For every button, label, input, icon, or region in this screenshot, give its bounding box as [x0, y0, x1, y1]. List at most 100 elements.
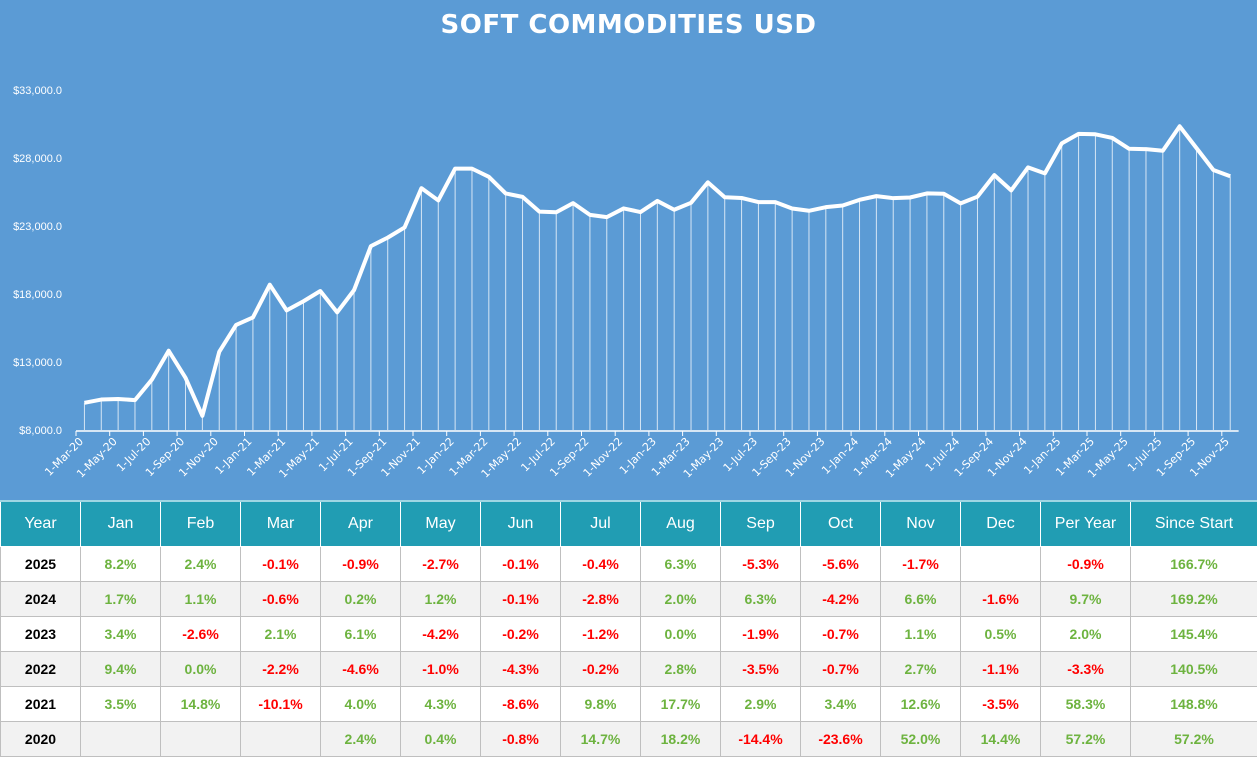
return-cell: 17.7%: [641, 687, 721, 722]
y-tick-label: $8,000.0: [19, 425, 62, 437]
return-cell: 6.1%: [321, 617, 401, 652]
return-cell: 2.7%: [881, 652, 961, 687]
return-cell: -10.1%: [241, 687, 321, 722]
return-cell: 14.8%: [161, 687, 241, 722]
year-cell: 2025: [1, 547, 81, 582]
return-cell: -0.7%: [801, 617, 881, 652]
return-cell: 2.0%: [1041, 617, 1131, 652]
return-cell: 9.7%: [1041, 582, 1131, 617]
return-cell: 6.3%: [641, 547, 721, 582]
return-cell: -0.2%: [561, 652, 641, 687]
chart-area: $8,000.0 $13,000.0 $18,000.0 $23,000.0 $28,0…: [0, 0, 1257, 500]
return-cell: 57.2%: [1131, 722, 1257, 757]
return-cell: 4.0%: [321, 687, 401, 722]
return-cell: 0.0%: [161, 652, 241, 687]
return-cell: 2.0%: [641, 582, 721, 617]
column-header: Sep: [721, 501, 801, 547]
return-cell: 2.1%: [241, 617, 321, 652]
return-cell: 8.2%: [81, 547, 161, 582]
return-cell: 2.4%: [321, 722, 401, 757]
return-cell: -4.2%: [801, 582, 881, 617]
y-tick-label: $13,000.0: [13, 357, 62, 369]
column-header: Year: [1, 501, 81, 547]
return-cell: 14.7%: [561, 722, 641, 757]
y-tick-label: $28,000.0: [13, 153, 62, 165]
return-cell: [161, 722, 241, 757]
return-cell: -0.1%: [481, 547, 561, 582]
return-cell: -1.2%: [561, 617, 641, 652]
return-cell: -3.3%: [1041, 652, 1131, 687]
return-cell: -5.6%: [801, 547, 881, 582]
return-cell: 140.5%: [1131, 652, 1257, 687]
return-cell: 166.7%: [1131, 547, 1257, 582]
y-tick-label: $23,000.0: [13, 221, 62, 233]
return-cell: 3.4%: [801, 687, 881, 722]
return-cell: -0.1%: [481, 582, 561, 617]
return-cell: -4.6%: [321, 652, 401, 687]
return-cell: 2.4%: [161, 547, 241, 582]
return-cell: [241, 722, 321, 757]
return-cell: 4.3%: [401, 687, 481, 722]
return-cell: -1.7%: [881, 547, 961, 582]
column-header: Oct: [801, 501, 881, 547]
return-cell: [81, 722, 161, 757]
return-cell: -0.9%: [321, 547, 401, 582]
return-cell: -2.7%: [401, 547, 481, 582]
y-tick-label: $33,000.0: [13, 85, 62, 97]
return-cell: -3.5%: [721, 652, 801, 687]
column-header: May: [401, 501, 481, 547]
return-cell: -0.7%: [801, 652, 881, 687]
column-header: Since Start: [1131, 501, 1257, 547]
return-cell: 1.2%: [401, 582, 481, 617]
return-cell: -2.2%: [241, 652, 321, 687]
y-tick-label: $18,000.0: [13, 289, 62, 301]
column-header: Nov: [881, 501, 961, 547]
return-cell: -0.8%: [481, 722, 561, 757]
return-cell: 0.5%: [961, 617, 1041, 652]
column-header: Per Year: [1041, 501, 1131, 547]
year-cell: 2024: [1, 582, 81, 617]
return-cell: -0.4%: [561, 547, 641, 582]
return-cell: 57.2%: [1041, 722, 1131, 757]
return-cell: -1.0%: [401, 652, 481, 687]
return-cell: [961, 547, 1041, 582]
return-cell: 1.1%: [881, 617, 961, 652]
column-header: Jan: [81, 501, 161, 547]
year-cell: 2022: [1, 652, 81, 687]
chart-title: SOFT COMMODITIES USD: [0, 10, 1257, 40]
return-cell: 1.1%: [161, 582, 241, 617]
return-cell: 1.7%: [81, 582, 161, 617]
year-cell: 2020: [1, 722, 81, 757]
return-cell: -1.9%: [721, 617, 801, 652]
year-cell: 2023: [1, 617, 81, 652]
return-cell: -0.6%: [241, 582, 321, 617]
return-cell: -0.2%: [481, 617, 561, 652]
return-cell: 0.0%: [641, 617, 721, 652]
return-cell: 3.4%: [81, 617, 161, 652]
return-cell: 14.4%: [961, 722, 1041, 757]
column-header: Jun: [481, 501, 561, 547]
return-cell: 18.2%: [641, 722, 721, 757]
return-cell: -3.5%: [961, 687, 1041, 722]
return-cell: -4.3%: [481, 652, 561, 687]
return-cell: 0.4%: [401, 722, 481, 757]
column-header: Jul: [561, 501, 641, 547]
return-cell: -1.1%: [961, 652, 1041, 687]
return-cell: 0.2%: [321, 582, 401, 617]
return-cell: 6.6%: [881, 582, 961, 617]
column-header: Dec: [961, 501, 1041, 547]
line-chart: $8,000.0 $13,000.0 $18,000.0 $23,000.0 $28,0…: [0, 0, 1257, 500]
return-cell: -0.9%: [1041, 547, 1131, 582]
column-header: Mar: [241, 501, 321, 547]
return-cell: -2.6%: [161, 617, 241, 652]
return-cell: -2.8%: [561, 582, 641, 617]
year-cell: 2021: [1, 687, 81, 722]
return-cell: 169.2%: [1131, 582, 1257, 617]
